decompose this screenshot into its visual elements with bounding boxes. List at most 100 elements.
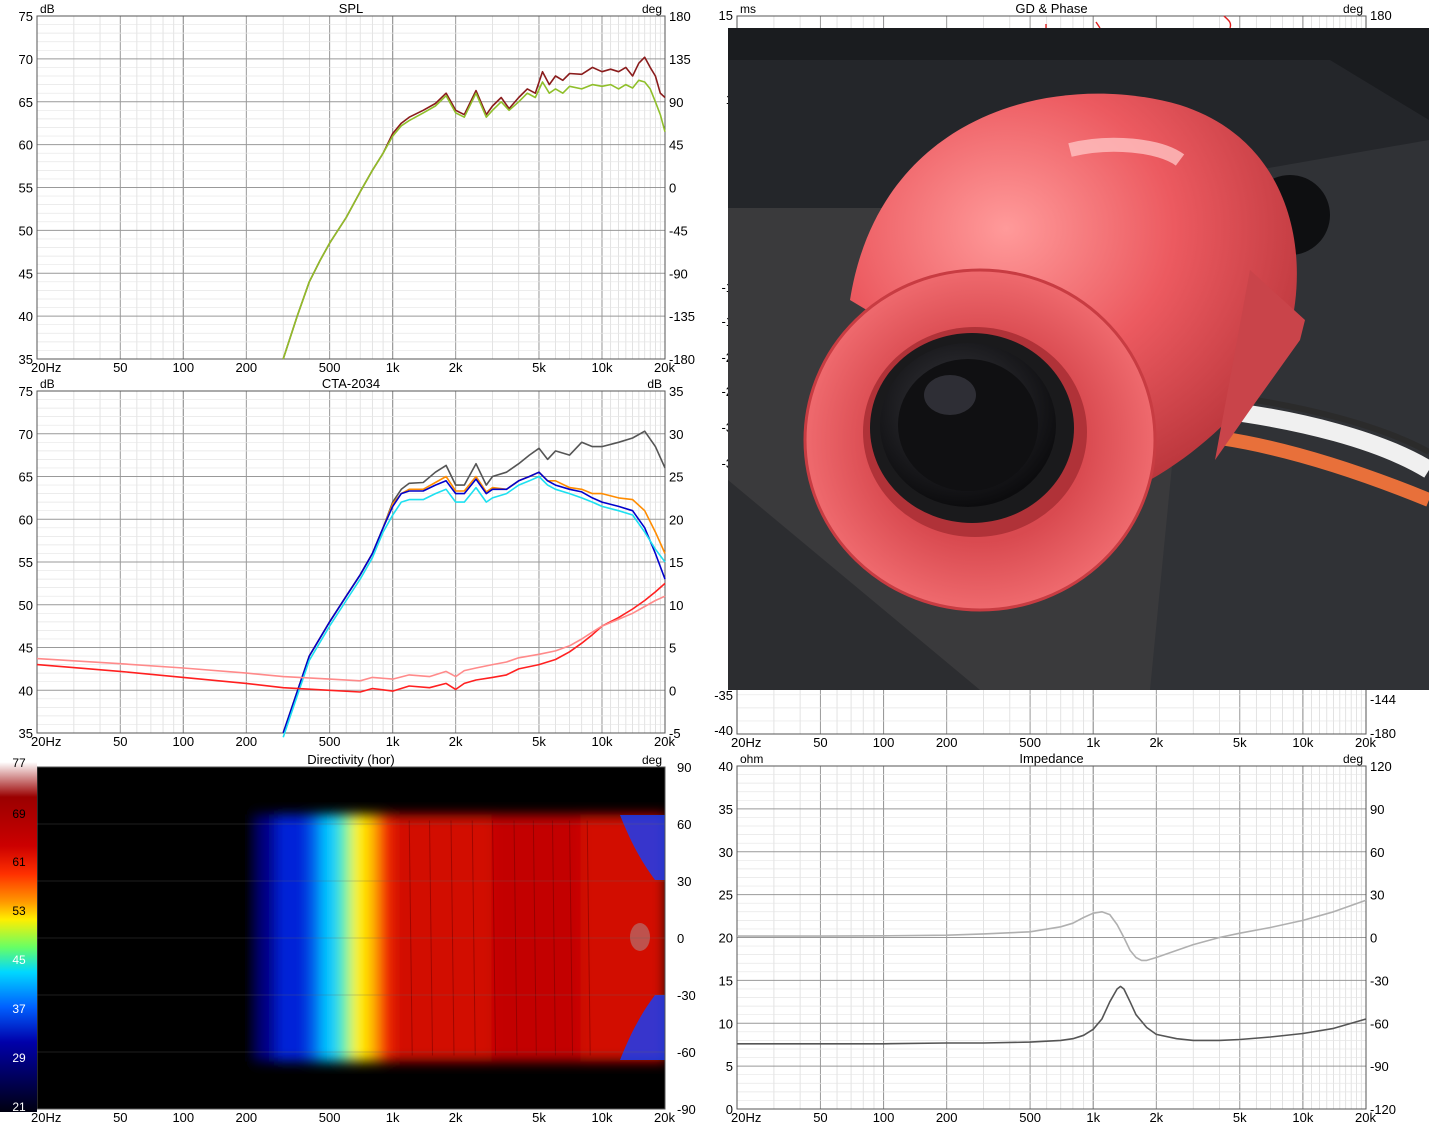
y-tick-label: -35 [714,688,733,703]
x-tick-label: 10k [1292,1110,1313,1125]
series-line-0 [282,56,666,360]
y2-tick-label: -90 [1370,1059,1389,1074]
y-tick-label: -40 [714,723,733,738]
y-tick-label: 70 [19,52,33,67]
y-tick-label: 40 [719,759,733,774]
colorbar-tick-label: 69 [12,807,26,821]
x-tick-label: 100 [873,735,895,750]
y2-tick-label: -60 [677,1045,696,1060]
y2-axis-unit: deg [642,2,662,16]
x-tick-label: 5k [532,360,546,375]
x-tick-label: 200 [235,360,257,375]
x-tick-label: 20Hz [731,1110,761,1125]
y-tick-label: 40 [19,309,33,324]
y-tick-label: 30 [719,845,733,860]
x-tick-label: 10k [592,734,613,749]
y2-tick-label: 120 [1370,759,1392,774]
y2-tick-label: -5 [669,726,681,741]
y2-tick-label: 60 [1370,845,1384,860]
y2-tick-label: -135 [669,309,695,324]
series-line-0 [737,985,1367,1045]
y-tick-label: 75 [19,384,33,399]
y2-tick-label: 180 [1370,8,1392,23]
y-tick-label: 60 [19,138,33,153]
series-line-5 [36,595,666,682]
y-tick-label: 15 [719,973,733,988]
y-tick-label: 70 [19,427,33,442]
y2-tick-label: 0 [669,181,676,196]
series-line-2 [282,471,666,734]
x-tick-label: 2k [449,360,463,375]
y-axis-unit: ohm [740,752,763,766]
x-tick-label: 10k [1292,735,1313,750]
x-tick-label: 100 [172,1110,194,1125]
y-tick-label: 45 [19,266,33,281]
x-tick-label: 5k [532,734,546,749]
x-tick-label: 200 [936,735,958,750]
x-tick-label: 20k [654,1110,675,1125]
x-tick-label: 5k [1233,1110,1247,1125]
y-tick-label: 65 [19,95,33,110]
chart-title: CTA-2034 [322,376,380,391]
x-tick-label: 1k [386,1110,400,1125]
y2-tick-label: 0 [677,931,684,946]
x-tick-label: 20k [1355,1110,1376,1125]
x-tick-label: 2k [1149,1110,1163,1125]
y-tick-label: 55 [19,181,33,196]
tweeter-photo [728,28,1429,690]
x-tick-label: 20k [654,734,675,749]
series-line-4 [36,582,666,693]
x-tick-label: 20Hz [31,1110,61,1125]
y2-tick-label: 60 [677,817,691,832]
y-tick-label: 15 [719,8,733,23]
y2-tick-label: 180 [669,9,691,24]
y2-tick-label: 25 [669,470,683,485]
phase-trace-fragment [1045,15,1232,29]
x-tick-label: 200 [936,1110,958,1125]
x-tick-label: 50 [113,734,127,749]
colorbar-tick-label: 45 [12,953,26,967]
series-line-1 [737,899,1367,962]
colorbar-tick-label: 53 [12,904,26,918]
x-tick-label: 20Hz [731,735,761,750]
chart-title: GD & Phase [1015,1,1087,16]
y2-tick-label: 35 [669,384,683,399]
colorbar-tick-label: 61 [12,855,26,869]
x-tick-label: 2k [449,734,463,749]
x-tick-label: 10k [592,360,613,375]
x-tick-label: 200 [235,734,257,749]
y-tick-label: 45 [19,641,33,656]
y2-axis-unit: deg [1343,752,1363,766]
y2-tick-label: 20 [669,512,683,527]
colorbar-tick-label: 29 [12,1051,26,1065]
x-tick-label: 5k [532,1110,546,1125]
y-tick-label: 55 [19,555,33,570]
plot-frame [36,15,666,360]
y2-tick-label: 90 [677,760,691,775]
x-tick-label: 20Hz [31,734,61,749]
y2-tick-label: 5 [669,641,676,656]
y2-tick-label: 135 [669,52,691,67]
y-tick-label: 35 [19,726,33,741]
x-tick-label: 5k [1233,735,1247,750]
x-tick-label: 10k [592,1110,613,1125]
y-axis-unit: ms [740,2,756,16]
y2-tick-label: -180 [1370,726,1396,741]
y2-tick-label: 30 [669,427,683,442]
series-line-1 [282,79,666,360]
y2-tick-label: -60 [1370,1016,1389,1031]
x-tick-label: 100 [172,360,194,375]
y2-tick-label: 30 [1370,888,1384,903]
x-tick-label: 500 [1019,1110,1041,1125]
y-tick-label: 25 [719,888,733,903]
x-tick-label: 500 [319,1110,341,1125]
x-tick-label: 50 [813,735,827,750]
heatmap-lobe-top [620,815,665,880]
x-tick-label: 100 [172,734,194,749]
y-tick-label: 40 [19,683,33,698]
y2-tick-label: -90 [677,1102,696,1117]
x-tick-label: 200 [235,1110,257,1125]
x-tick-label: 500 [1019,735,1041,750]
colorbar-tick-label: 21 [12,1100,26,1114]
